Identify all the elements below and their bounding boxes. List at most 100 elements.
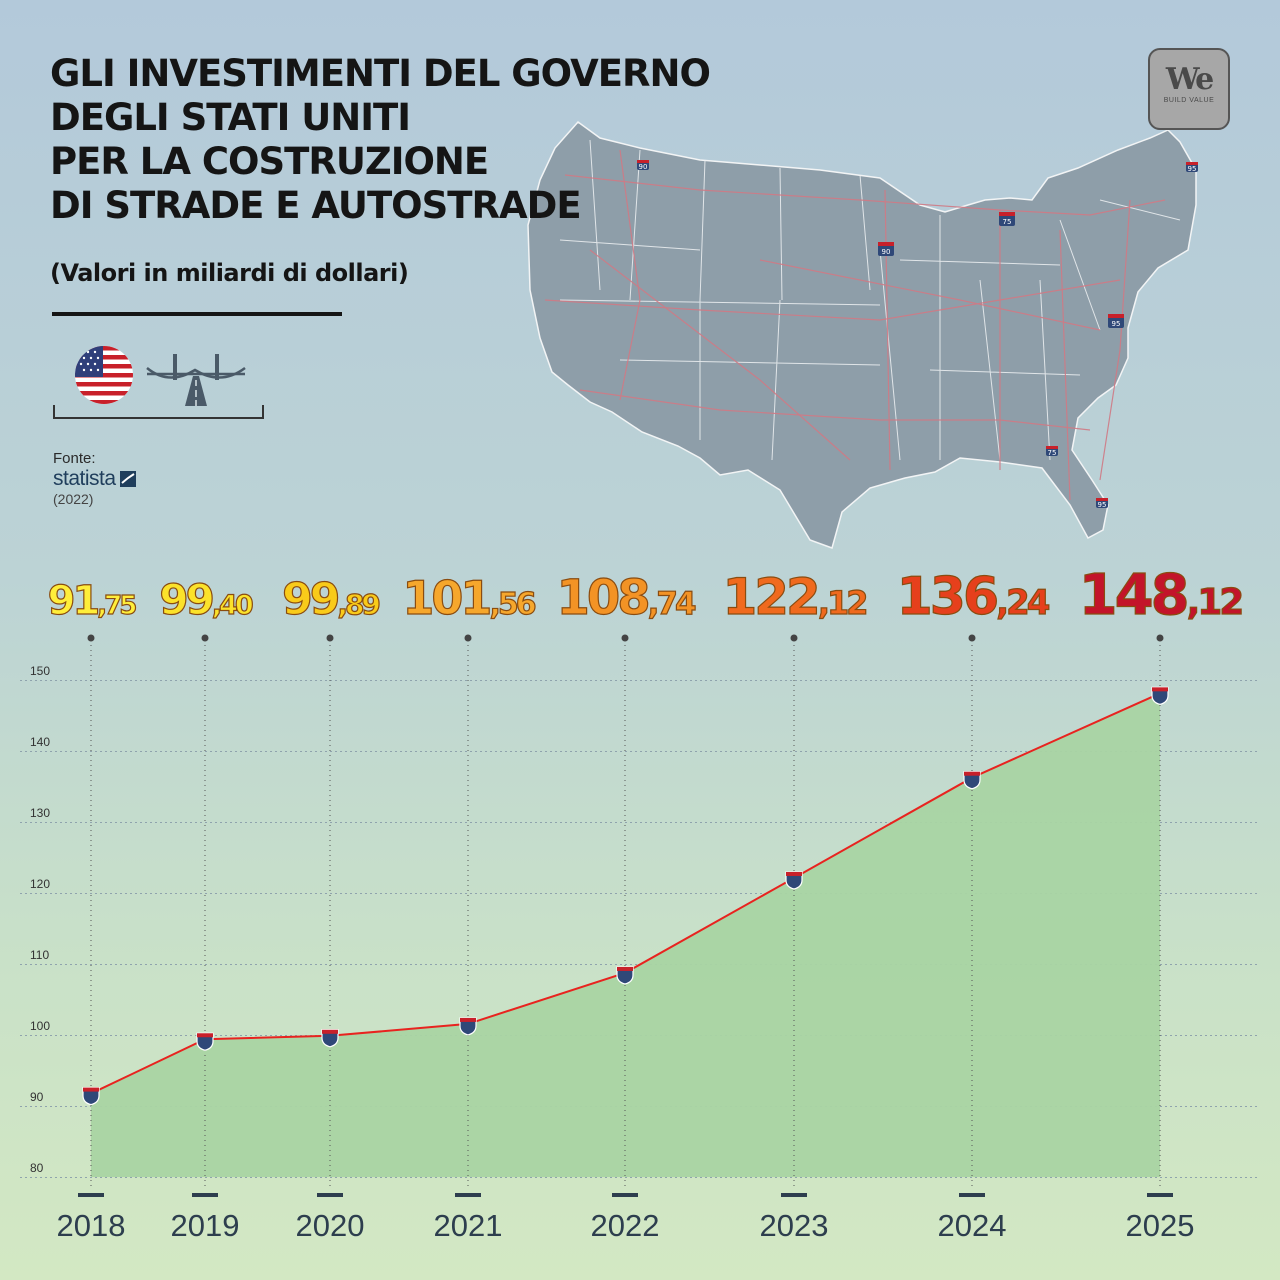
marker-shield-top: [460, 1017, 476, 1022]
source-block: Fonte: statista (2022): [53, 450, 136, 507]
series-line: [90, 692, 1161, 1095]
data-point-marker: [196, 1032, 214, 1051]
marker-shield: [616, 966, 634, 985]
guide-dot: [201, 634, 209, 642]
guide-dot: [464, 634, 472, 642]
title-line: GLI INVESTIMENTI DEL GOVERNO: [50, 52, 711, 95]
source-label: Fonte:: [53, 450, 96, 467]
y-axis-ticks: 80 90 100 110 120 130 140 150: [30, 664, 50, 1175]
value-label-integer: 99: [159, 575, 212, 624]
x-tick-mark: [192, 1193, 218, 1197]
map-shield-label: 95: [1112, 320, 1121, 328]
x-tick-label: 2025: [1126, 1208, 1195, 1243]
value-label-decimal: ,12: [818, 584, 866, 622]
us-map-landmass: [527, 120, 1197, 549]
map-shield-icon: [999, 212, 1015, 226]
map-shield-label: 95: [1098, 501, 1107, 509]
y-tick-label: 150: [30, 664, 50, 678]
value-label-integer: 99: [282, 574, 338, 625]
value-label-decimal: ,40: [212, 590, 253, 621]
map-shield-label: 75: [1003, 218, 1012, 226]
value-label-decimal: ,56: [489, 587, 535, 622]
guide-dot: [326, 634, 334, 642]
chart-markers: [82, 686, 1169, 1106]
x-tick-label: 2021: [434, 1208, 503, 1243]
guide-dot: [1156, 634, 1164, 642]
marker-shield-top: [1152, 687, 1168, 692]
value-label-integer: 148: [1079, 563, 1187, 628]
map-shield-icon: [637, 160, 649, 170]
value-label-integer: 122: [722, 568, 817, 626]
source-brand-name: statista: [53, 467, 116, 490]
guide-dot: [87, 634, 95, 642]
x-tick-mark: [1147, 1193, 1173, 1197]
logo-wordmark: We: [1165, 62, 1214, 97]
y-tick-label: 110: [30, 948, 49, 962]
data-point-marker: [82, 1086, 100, 1106]
guide-dot: [968, 634, 976, 642]
value-label: 99,89: [282, 574, 379, 625]
chart-area-layer: [91, 693, 1160, 1177]
us-map-shield-labels: 90 90 75 95 95 75 95: [639, 163, 1197, 509]
map-shield-label: 90: [639, 163, 648, 171]
marker-shield-top: [964, 771, 980, 776]
marker-shield: [963, 771, 981, 790]
marker-shield: [459, 1017, 477, 1036]
map-shield-icon: [1046, 446, 1058, 456]
value-label-integer: 136: [897, 567, 997, 627]
y-tick-label: 100: [30, 1019, 50, 1033]
marker-shield: [1151, 686, 1169, 705]
x-tick-label: 2020: [296, 1208, 365, 1243]
us-map-interstates: [544, 149, 1166, 501]
marker-shield-top: [322, 1029, 338, 1034]
source-brand: statista: [53, 467, 136, 491]
value-label: 148,12: [1079, 563, 1242, 628]
value-label-decimal: ,74: [648, 586, 696, 622]
title-divider: [52, 312, 342, 316]
source-year: (2022): [53, 491, 94, 507]
data-point-marker: [616, 966, 634, 985]
value-label: 108,74: [556, 570, 696, 626]
map-shield-icon: [1186, 162, 1198, 172]
map-shield-icon: [1108, 314, 1124, 328]
page-subtitle: (Valori in miliardi di dollari): [50, 259, 409, 287]
y-tick-label: 80: [30, 1161, 44, 1175]
marker-shield-top: [197, 1033, 213, 1038]
value-label: 122,12: [722, 568, 866, 626]
we-build-value-logo: We BUILD VALUE: [1148, 48, 1230, 130]
data-point-marker: [963, 771, 981, 790]
guide-dot: [790, 634, 798, 642]
marker-shield-top: [617, 966, 633, 971]
statista-logo-icon: [119, 471, 136, 487]
chart-area: [91, 693, 1160, 1177]
x-axis-ticks: 2018 2019 2020 2021 2022 2023 2024 2025: [57, 1193, 1195, 1243]
value-label: 136,24: [897, 567, 1050, 627]
page-title: GLI INVESTIMENTI DEL GOVERNO DEGLI STATI…: [50, 52, 750, 228]
x-tick-label: 2019: [171, 1208, 240, 1243]
value-label: 91,75: [48, 578, 137, 624]
x-tick-label: 2024: [938, 1208, 1007, 1243]
marker-shield: [82, 1086, 100, 1106]
x-tick-label: 2018: [57, 1208, 126, 1243]
data-point-marker: [459, 1017, 477, 1036]
value-labels: 91,75 99,40 99,89 101,56 108,74 122,12 136,24 1…: [47, 562, 1245, 628]
bridge-road-icon: [146, 354, 246, 406]
chart-line-layer: [90, 692, 1161, 1095]
value-label-decimal: ,24: [996, 583, 1050, 623]
data-point-marker: [1151, 686, 1169, 705]
marker-shield-top: [83, 1087, 99, 1092]
chart-guides: [87, 634, 1164, 1188]
value-label-decimal: ,75: [97, 591, 136, 621]
data-point-marker: [321, 1029, 339, 1048]
us-map-state-borders: [559, 139, 1181, 461]
y-tick-label: 120: [30, 877, 50, 891]
x-tick-mark: [78, 1193, 104, 1197]
title-line: DI STRADE E AUTOSTRADE: [50, 184, 582, 227]
marker-shield: [321, 1029, 339, 1048]
value-label-integer: 108: [556, 570, 648, 626]
y-tick-label: 90: [30, 1090, 44, 1104]
title-line: PER LA COSTRUZIONE: [50, 140, 489, 183]
y-tick-label: 140: [30, 735, 50, 749]
icon-bracket: [53, 405, 264, 419]
